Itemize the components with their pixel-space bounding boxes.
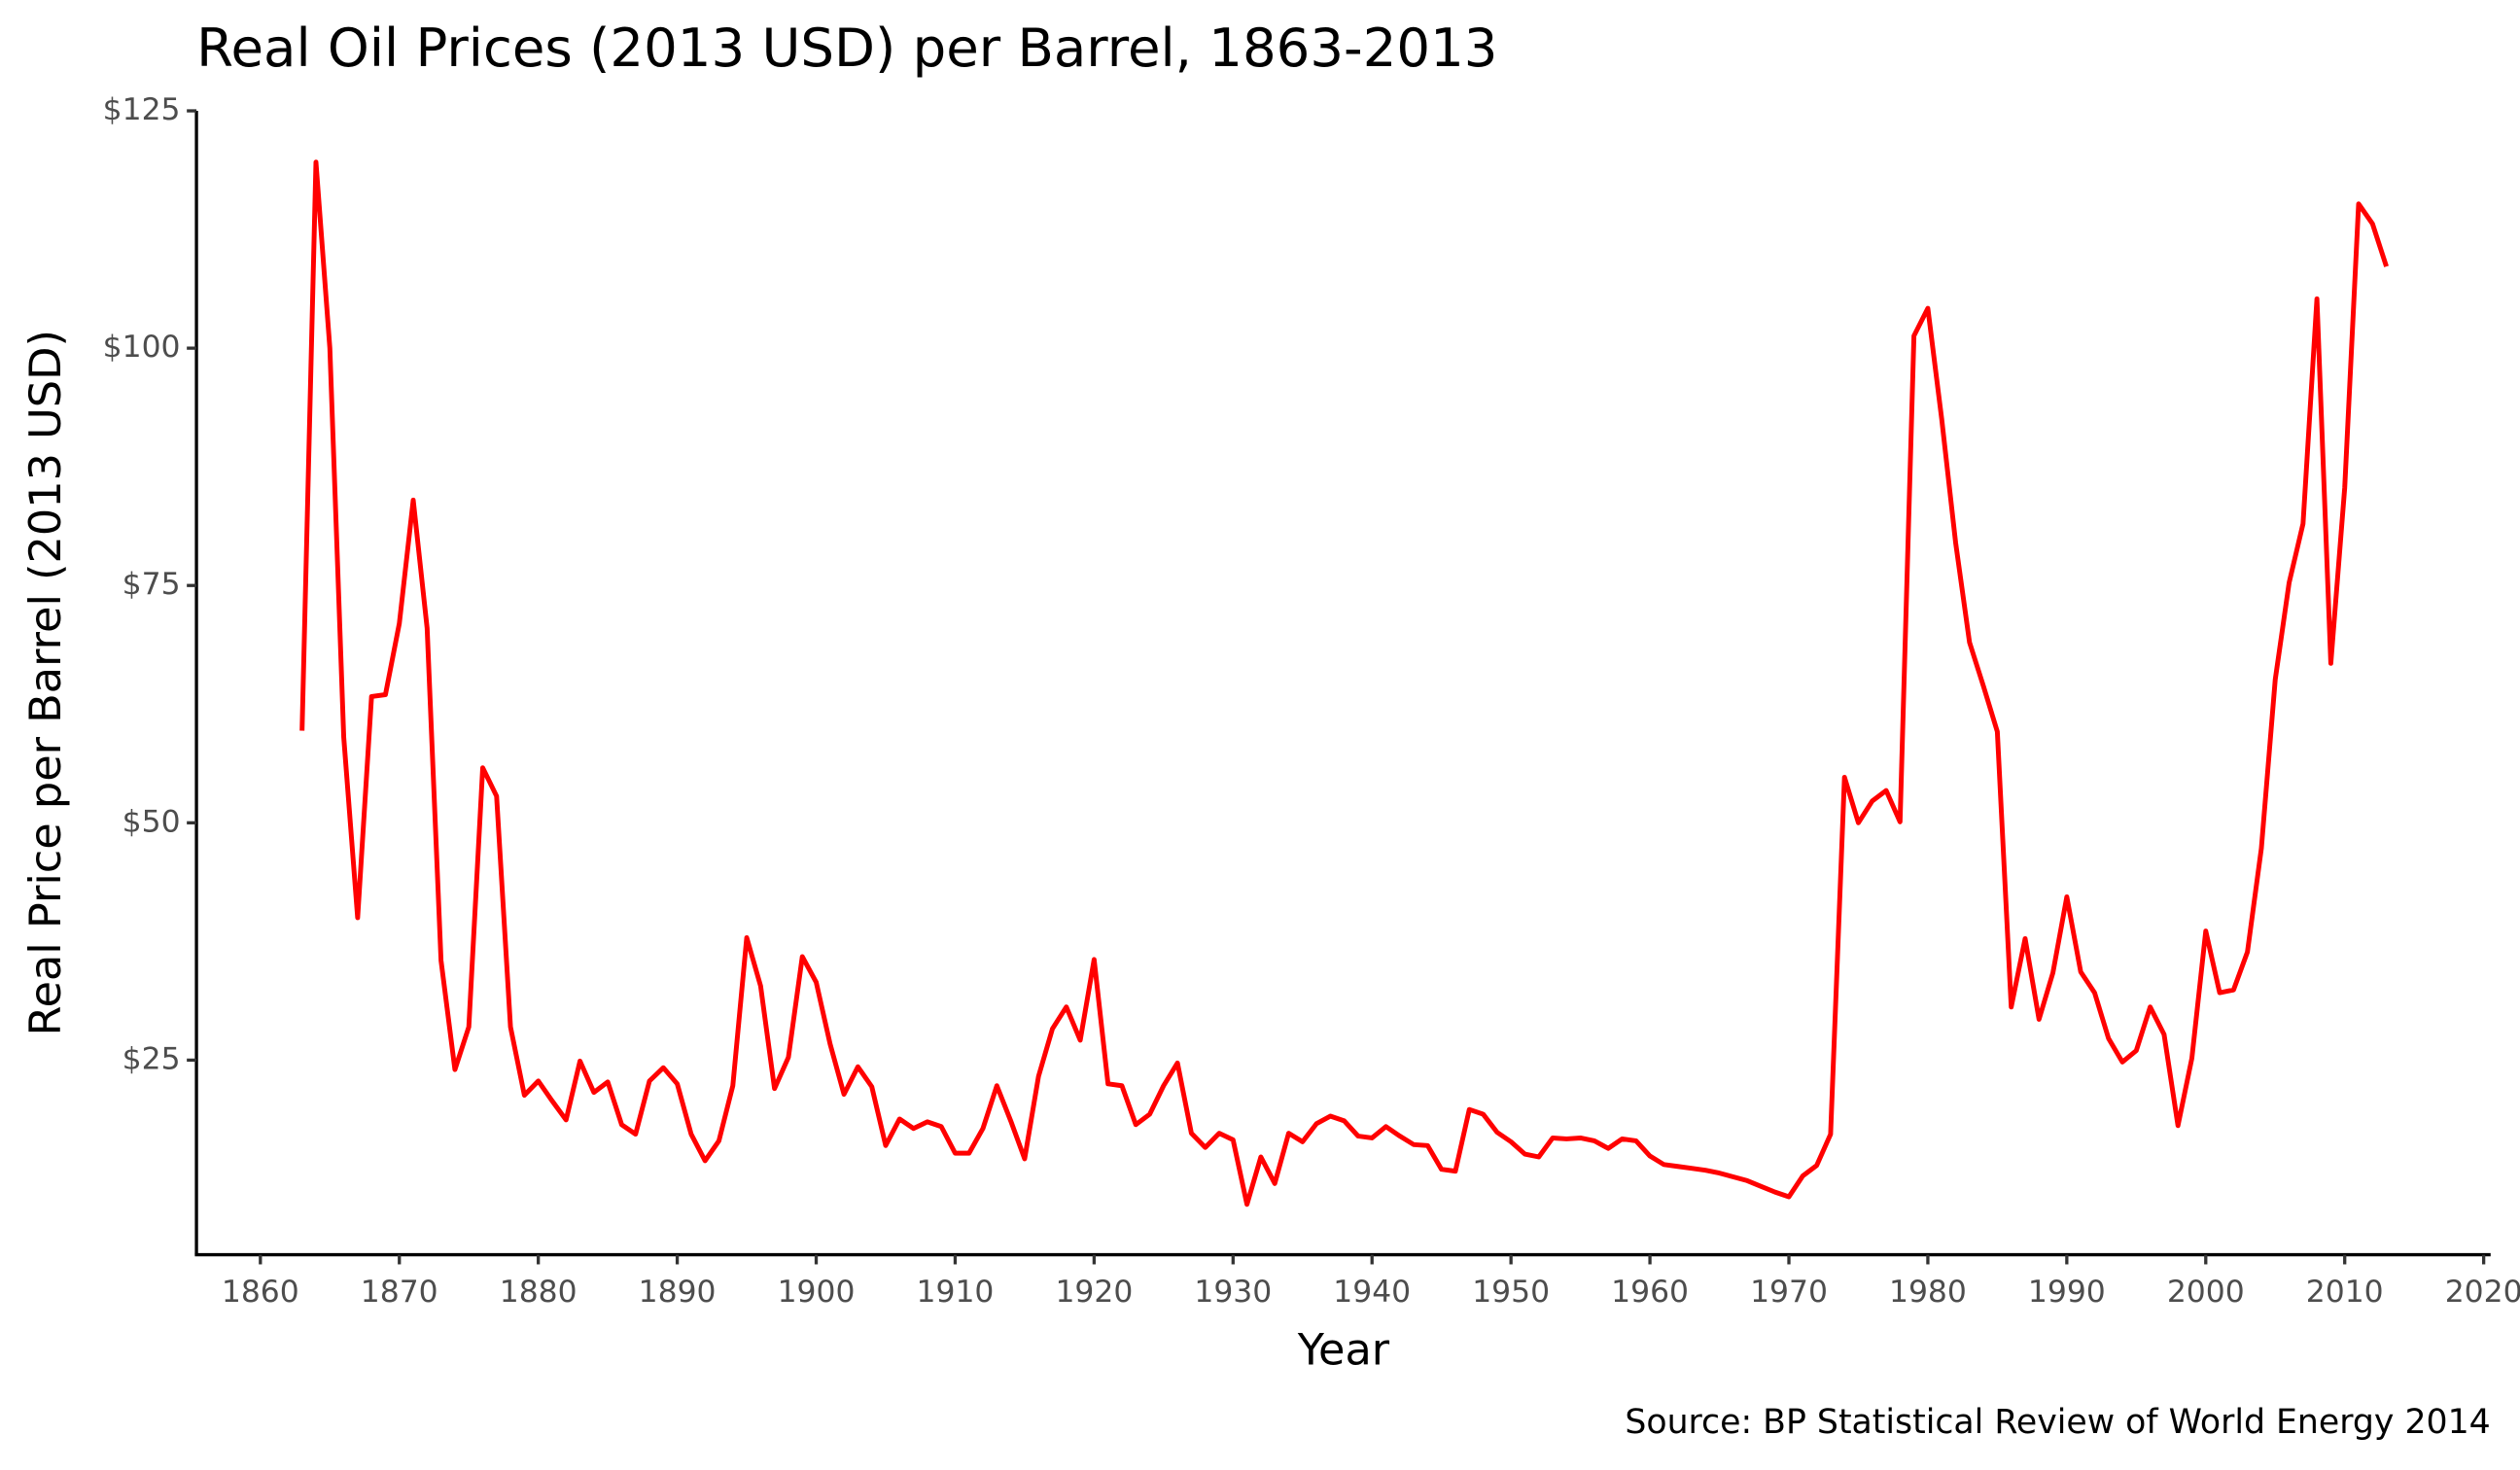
y-tick-label: $125 (103, 92, 181, 127)
x-tick-label: 1970 (1750, 1275, 1828, 1310)
x-tick-label: 1920 (1055, 1275, 1133, 1310)
x-tick-label: 1990 (2028, 1275, 2106, 1310)
x-tick-label: 1870 (361, 1275, 438, 1310)
y-axis-label: Real Price per Barrel (2013 USD) (20, 330, 71, 1035)
x-tick-label: 1930 (1194, 1275, 1272, 1310)
x-tick-label: 1880 (500, 1275, 578, 1310)
x-tick-label: 2000 (2167, 1275, 2245, 1310)
x-tick-label: 2010 (2306, 1275, 2384, 1310)
x-tick-label: 1860 (222, 1275, 299, 1310)
x-tick-label: 1910 (917, 1275, 995, 1310)
y-tick-label: $75 (122, 567, 181, 602)
y-tick-label: $25 (122, 1041, 181, 1076)
chart-title: Real Oil Prices (2013 USD) per Barrel, 1… (196, 17, 1497, 79)
x-tick-label: 1980 (1889, 1275, 1967, 1310)
x-tick-label: 1900 (778, 1275, 856, 1310)
x-tick-label: 1890 (639, 1275, 717, 1310)
x-axis-label: Year (1297, 1324, 1390, 1375)
x-tick-label: 1950 (1472, 1275, 1550, 1310)
x-tick-label: 1960 (1611, 1275, 1689, 1310)
x-tick-label: 2020 (2445, 1275, 2520, 1310)
x-tick-label: 1940 (1333, 1275, 1411, 1310)
y-tick-label: $50 (122, 804, 181, 839)
caption: Source: BP Statistical Review of World E… (1625, 1403, 2490, 1442)
price-line (299, 159, 2389, 1208)
y-tick-label: $100 (103, 330, 181, 365)
